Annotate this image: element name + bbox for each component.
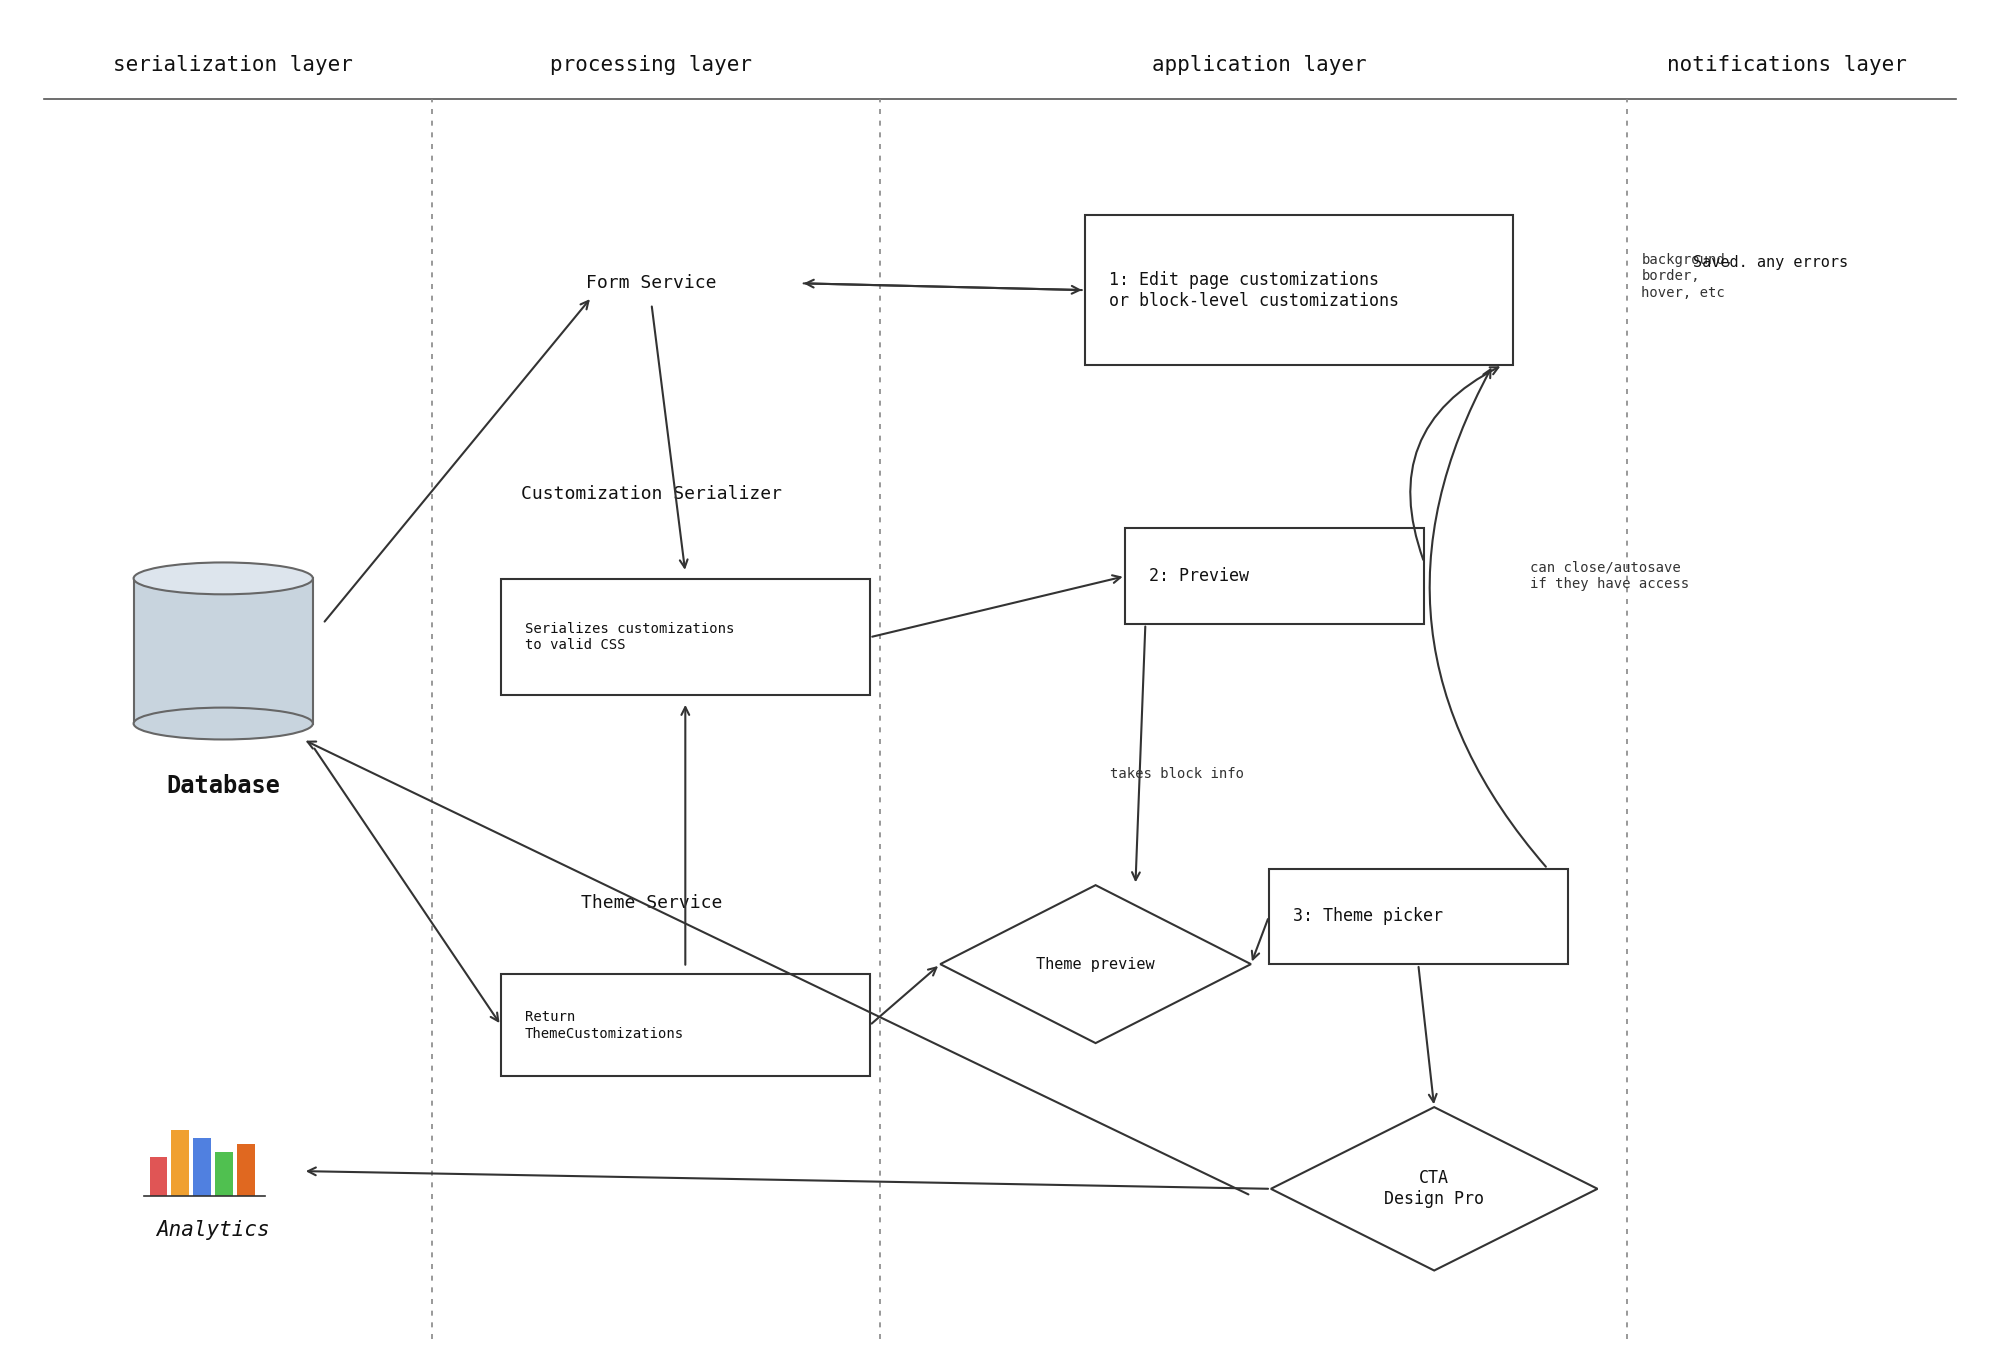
Text: processing layer: processing layer <box>550 55 752 75</box>
FancyBboxPatch shape <box>1084 215 1512 364</box>
Text: Form Service: Form Service <box>586 274 716 292</box>
Text: Saved. any errors: Saved. any errors <box>1694 255 1848 270</box>
Text: Customization Serializer: Customization Serializer <box>520 485 782 503</box>
Text: Return
ThemeCustomizations: Return ThemeCustomizations <box>524 1010 684 1041</box>
Bar <box>150 1158 168 1196</box>
Bar <box>216 1152 234 1196</box>
Text: 3: Theme picker: 3: Theme picker <box>1292 907 1442 926</box>
Ellipse shape <box>134 707 312 740</box>
FancyBboxPatch shape <box>502 580 870 695</box>
Text: Theme preview: Theme preview <box>1036 956 1154 971</box>
Text: Database: Database <box>166 774 280 797</box>
Text: can close/autosave
if they have access: can close/autosave if they have access <box>1530 560 1688 592</box>
Text: application layer: application layer <box>1152 55 1366 75</box>
Polygon shape <box>1270 1107 1598 1270</box>
Text: notifications layer: notifications layer <box>1666 55 1906 75</box>
FancyBboxPatch shape <box>1268 869 1568 964</box>
Bar <box>194 1138 212 1196</box>
Ellipse shape <box>134 563 312 595</box>
Text: Serializes customizations
to valid CSS: Serializes customizations to valid CSS <box>524 622 734 652</box>
Bar <box>172 1130 190 1196</box>
Text: 2: Preview: 2: Preview <box>1150 567 1250 585</box>
Text: takes block info: takes block info <box>1110 766 1244 781</box>
Polygon shape <box>940 885 1250 1043</box>
Text: Analytics: Analytics <box>156 1221 270 1240</box>
Text: serialization layer: serialization layer <box>114 55 354 75</box>
Text: 1: Edit page customizations
or block-level customizations: 1: Edit page customizations or block-lev… <box>1108 271 1398 310</box>
Bar <box>134 578 312 723</box>
Bar <box>238 1144 256 1196</box>
Text: Theme Service: Theme Service <box>580 893 722 912</box>
Text: CTA
Design Pro: CTA Design Pro <box>1384 1170 1484 1208</box>
FancyBboxPatch shape <box>502 974 870 1077</box>
FancyBboxPatch shape <box>1126 529 1424 623</box>
Text: background,
border,
hover, etc: background, border, hover, etc <box>1642 253 1734 300</box>
